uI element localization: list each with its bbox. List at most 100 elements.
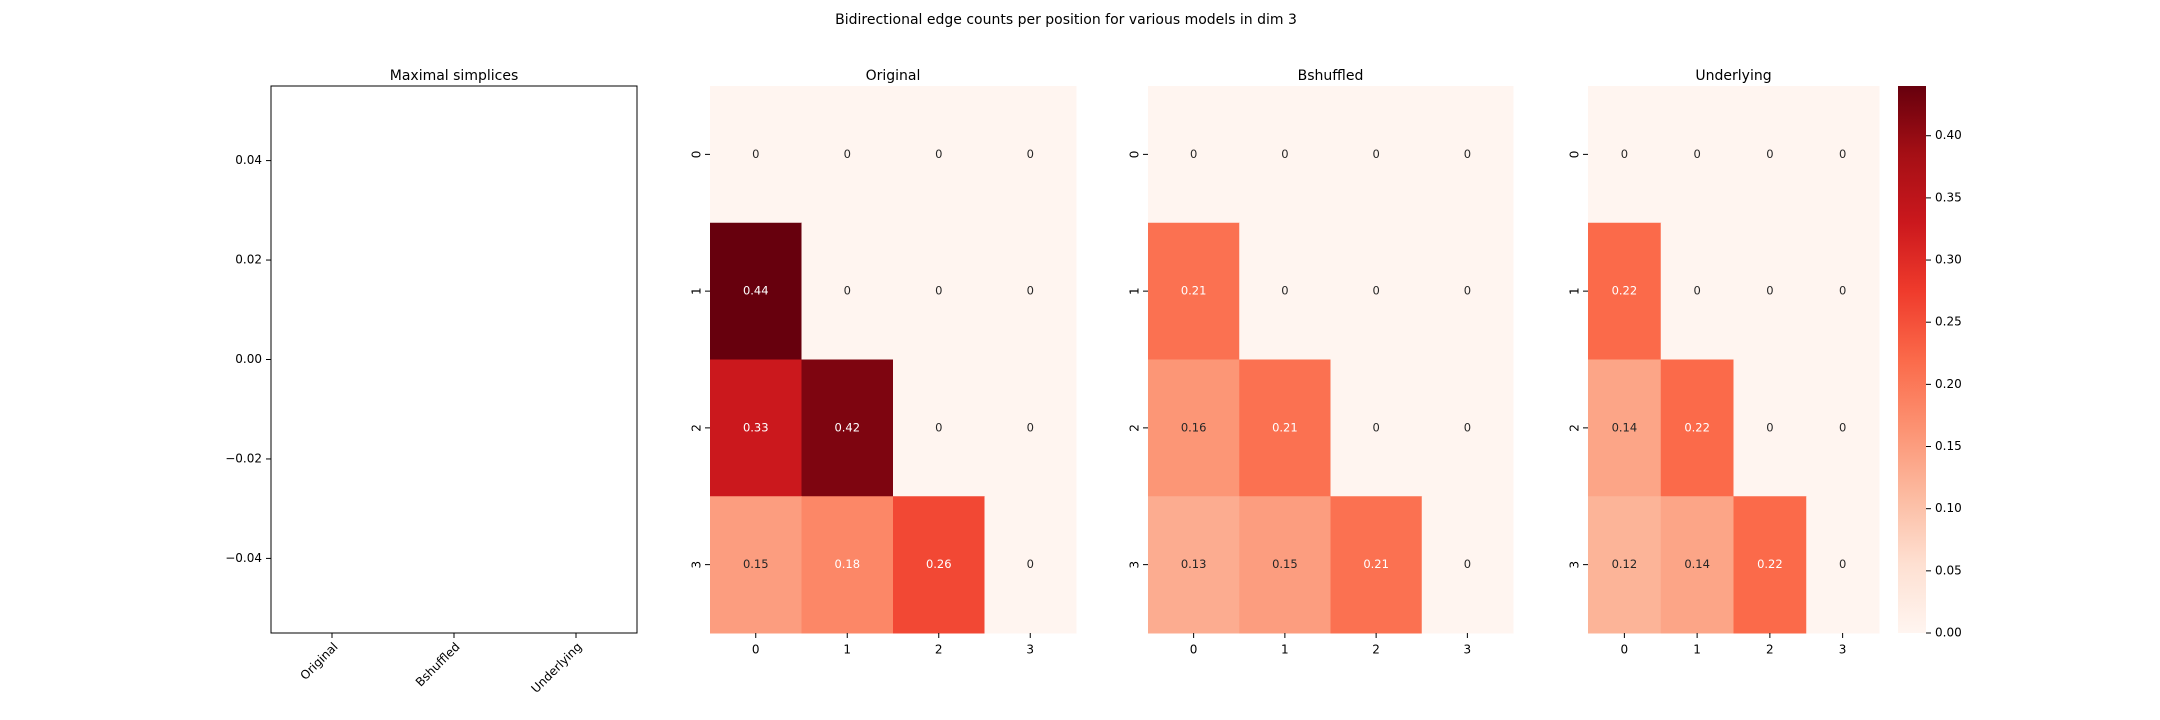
cell-label: 0 — [1464, 147, 1471, 161]
cell-label: 0 — [1839, 147, 1846, 161]
cell-label: 0 — [1372, 284, 1379, 298]
heatmap-cell — [1733, 222, 1807, 360]
heatmap-cell — [1421, 496, 1514, 634]
heatmap-cell — [1330, 86, 1423, 224]
heatmap-cell — [984, 496, 1077, 634]
axes-title: Original — [866, 68, 921, 84]
heatmap-cell — [1588, 496, 1662, 634]
cell-label: 0 — [935, 147, 942, 161]
heatmap-cell — [1660, 496, 1734, 634]
cell-label: 0 — [752, 147, 759, 161]
cell-label: 0 — [1027, 557, 1034, 571]
y-tick-label: 0.04 — [235, 153, 262, 167]
colorbar-tick-label: 0.25 — [1935, 315, 1962, 329]
colorbar-tick-label: 0.05 — [1935, 563, 1962, 577]
heatmap-cell — [1148, 222, 1240, 360]
heatmap-cell — [984, 86, 1077, 224]
cell-label: 0.18 — [834, 557, 860, 571]
heatmap-cell — [1330, 359, 1423, 497]
heatmap-cell — [1148, 86, 1240, 224]
heatmap-cell — [1148, 359, 1240, 497]
cell-label: 0.12 — [1612, 557, 1638, 571]
heatmap-cell — [1330, 496, 1423, 634]
heatmap-cell — [801, 359, 894, 497]
colorbar-tick-label: 0.20 — [1935, 377, 1962, 391]
y-tick-label: 0 — [1568, 151, 1582, 159]
cell-label: 0 — [1839, 557, 1846, 571]
x-tick-label: 0 — [1190, 643, 1198, 657]
cell-label: 0 — [1464, 557, 1471, 571]
cell-label: 0.22 — [1684, 420, 1710, 434]
x-tick-label: 0 — [752, 643, 760, 657]
y-tick-label: 3 — [690, 561, 704, 569]
cell-label: 0.21 — [1363, 557, 1389, 571]
heatmap-cell — [801, 86, 894, 224]
heatmap-cell — [893, 86, 985, 224]
y-tick-label: 0 — [1128, 151, 1142, 159]
x-tick-label: 2 — [1372, 643, 1380, 657]
y-tick-label: 1 — [1568, 287, 1582, 295]
y-tick-label: 1 — [1128, 287, 1142, 295]
cell-label: 0.33 — [743, 420, 769, 434]
heatmap-cell — [1806, 359, 1880, 497]
cell-label: 0 — [1766, 420, 1773, 434]
cell-label: 0.14 — [1612, 420, 1638, 434]
x-tick-label: 3 — [1026, 643, 1034, 657]
cell-label: 0 — [1766, 284, 1773, 298]
heatmap-cell — [1806, 222, 1880, 360]
heatmap-cell — [1660, 222, 1734, 360]
heatmap-cell — [801, 496, 894, 634]
heatmap-cell — [1660, 86, 1734, 224]
heatmap-cell — [1806, 496, 1880, 634]
cell-label: 0.26 — [926, 557, 952, 571]
axes-frame — [270, 85, 638, 634]
cell-label: 0 — [1281, 284, 1288, 298]
cell-label: 0 — [1281, 147, 1288, 161]
heatmap-cell — [893, 222, 985, 360]
heatmap-cell — [801, 222, 894, 360]
cell-label: 0.13 — [1181, 557, 1207, 571]
cell-label: 0.22 — [1757, 557, 1783, 571]
y-tick-label: 3 — [1128, 561, 1142, 569]
axes-title: Maximal simplices — [390, 68, 518, 84]
cell-label: 0 — [844, 147, 851, 161]
cell-label: 0 — [1464, 420, 1471, 434]
x-tick-label: 0 — [1621, 643, 1629, 657]
cell-label: 0 — [1372, 147, 1379, 161]
heatmap-cell — [1733, 359, 1807, 497]
cell-label: 0 — [1372, 420, 1379, 434]
axes-title: Underlying — [1695, 68, 1771, 84]
heatmap-cell — [710, 496, 802, 634]
heatmap-cell — [1421, 222, 1514, 360]
heatmap-cell — [1239, 222, 1331, 360]
x-tick-label: 2 — [1766, 643, 1774, 657]
colorbar-tick-label: 0.00 — [1935, 626, 1962, 640]
figure-title: Bidirectional edge counts per position f… — [835, 12, 1297, 28]
x-tick-label: 1 — [843, 643, 851, 657]
x-tick-label: 3 — [1464, 643, 1472, 657]
x-tick-label: Original — [297, 640, 340, 683]
cell-label: 0 — [1693, 284, 1700, 298]
cell-label: 0 — [1190, 147, 1197, 161]
heatmap-cell — [1239, 496, 1331, 634]
cell-label: 0.15 — [1272, 557, 1298, 571]
x-tick-label: Bshuffled — [413, 640, 463, 690]
cell-label: 0 — [1027, 147, 1034, 161]
y-tick-label: 2 — [690, 424, 704, 432]
cell-label: 0 — [935, 420, 942, 434]
cell-label: 0.16 — [1181, 420, 1207, 434]
heatmap-cell — [893, 496, 985, 634]
y-tick-label: −0.02 — [225, 451, 262, 465]
colorbar-tick-label: 0.10 — [1935, 501, 1962, 515]
heatmap-cell — [710, 86, 802, 224]
y-tick-label: 2 — [1128, 424, 1142, 432]
heatmap-cell — [1733, 496, 1807, 634]
heatmap-cell — [984, 359, 1077, 497]
heatmap-cell — [1148, 496, 1240, 634]
cell-label: 0 — [1464, 284, 1471, 298]
cell-label: 0.22 — [1612, 284, 1638, 298]
heatmap-cell — [1588, 359, 1662, 497]
y-tick-label: 3 — [1568, 561, 1582, 569]
cell-label: 0 — [1839, 284, 1846, 298]
